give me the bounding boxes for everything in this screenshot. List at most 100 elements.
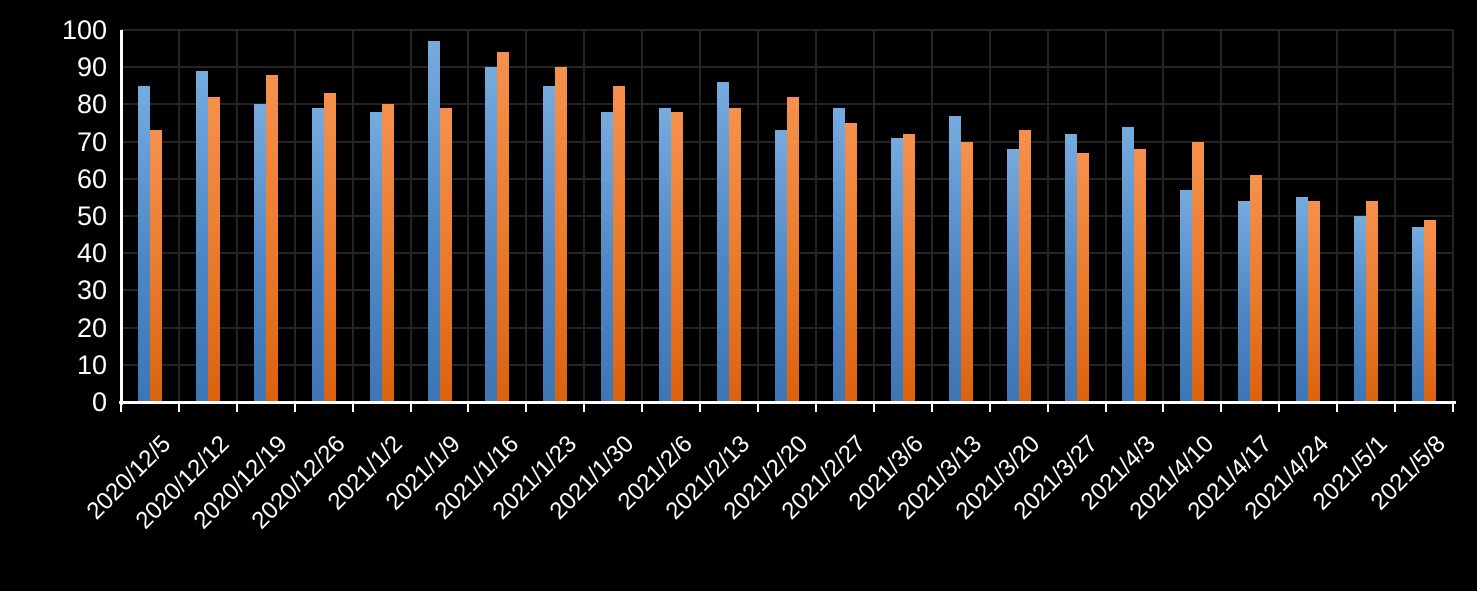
y-axis-line (120, 30, 123, 405)
horizontal-gridline (121, 66, 1453, 69)
vertical-gridline (1162, 30, 1165, 402)
bar-orange (1250, 175, 1263, 402)
bar-blue (832, 108, 845, 402)
x-axis-tick (814, 402, 817, 412)
vertical-gridline (988, 30, 991, 402)
y-axis-tick-label: 30 (76, 275, 107, 306)
vertical-gridline (1452, 30, 1454, 402)
vertical-gridline (1278, 30, 1281, 402)
bar-blue (948, 115, 961, 402)
x-axis-tick (351, 402, 354, 412)
bar-orange (729, 108, 742, 402)
vertical-gridline (930, 30, 933, 402)
vertical-gridline (641, 30, 644, 402)
bar-blue (485, 67, 498, 402)
bar-orange (381, 104, 394, 402)
bar-orange (1192, 141, 1205, 402)
bar-blue (1064, 134, 1077, 402)
vertical-gridline (467, 30, 470, 402)
x-axis-tick (872, 402, 875, 412)
vertical-gridline (1220, 30, 1223, 402)
horizontal-gridline (121, 29, 1453, 31)
bar-blue (1296, 197, 1309, 402)
bar-orange (844, 123, 857, 402)
vertical-gridline (757, 30, 760, 402)
x-axis-tick (235, 402, 238, 412)
bar-orange (1076, 152, 1089, 402)
vertical-gridline (1394, 30, 1397, 402)
x-axis-tick (120, 402, 122, 412)
x-axis-tick (988, 402, 991, 412)
bar-orange (960, 141, 973, 402)
x-axis-tick (930, 402, 933, 412)
bar-blue (775, 130, 787, 402)
x-axis-tick (641, 402, 644, 412)
x-axis-tick (1336, 402, 1339, 412)
bar-blue (1238, 201, 1251, 402)
bar-blue (1122, 126, 1135, 402)
vertical-gridline (1104, 30, 1107, 402)
vertical-gridline (872, 30, 875, 402)
y-axis-tick-label: 10 (76, 349, 107, 380)
bar-blue (253, 104, 266, 402)
x-axis-tick (177, 402, 180, 412)
vertical-gridline (235, 30, 238, 402)
x-axis-tick (1104, 402, 1107, 412)
y-axis-tick-label: 50 (76, 201, 107, 231)
bar-orange (149, 130, 162, 402)
x-axis-tick (467, 402, 470, 412)
vertical-gridline (177, 30, 180, 402)
bar-orange (323, 93, 336, 402)
bar-orange (1308, 201, 1321, 402)
x-axis-tick (583, 402, 586, 412)
bar-orange (1424, 219, 1437, 402)
y-axis-tick-label: 90 (76, 52, 107, 83)
x-axis-tick (1220, 402, 1223, 412)
y-axis-tick-label: 0 (91, 387, 107, 417)
y-axis-tick-label: 100 (61, 15, 107, 45)
x-axis-tick (409, 402, 412, 412)
bar-orange (497, 52, 510, 402)
bar-orange (902, 134, 915, 402)
vertical-gridline (525, 30, 528, 402)
bar-orange (439, 108, 452, 402)
y-axis-tick-label: 70 (76, 126, 107, 157)
y-axis-tick-label: 80 (76, 89, 107, 120)
bar-orange (613, 85, 626, 402)
bar-blue (137, 85, 150, 402)
bar-blue (1354, 216, 1367, 402)
x-axis-tick (699, 402, 702, 412)
bar-orange (1366, 201, 1379, 402)
y-axis-tick-label: 40 (76, 238, 107, 269)
x-axis-tick (1162, 402, 1165, 412)
x-axis-tick (757, 402, 760, 412)
bar-blue (543, 85, 556, 402)
bar-blue (369, 111, 382, 402)
vertical-gridline (699, 30, 702, 402)
bar-orange (1018, 130, 1031, 402)
bar-orange (1134, 149, 1147, 402)
x-axis-tick (1394, 402, 1397, 412)
bar-blue (1412, 227, 1425, 402)
y-axis-tick-label: 60 (76, 163, 107, 194)
bar-orange (787, 96, 799, 402)
vertical-gridline (293, 30, 296, 402)
vertical-gridline (1336, 30, 1339, 402)
bar-blue (427, 41, 440, 402)
x-axis-tick (525, 402, 528, 412)
bar-orange (265, 74, 278, 402)
x-axis-tick (1278, 402, 1281, 412)
bar-orange (207, 96, 220, 402)
vertical-gridline (1046, 30, 1049, 402)
bar-blue (311, 108, 324, 402)
bar-orange (671, 111, 684, 402)
vertical-gridline (351, 30, 354, 402)
x-axis-line (119, 401, 1456, 404)
bar-blue (195, 70, 208, 402)
bar-blue (890, 137, 903, 402)
bar-blue (1180, 189, 1193, 402)
bar-blue (659, 108, 672, 402)
x-axis-tick (1046, 402, 1049, 412)
bar-blue (717, 82, 730, 402)
